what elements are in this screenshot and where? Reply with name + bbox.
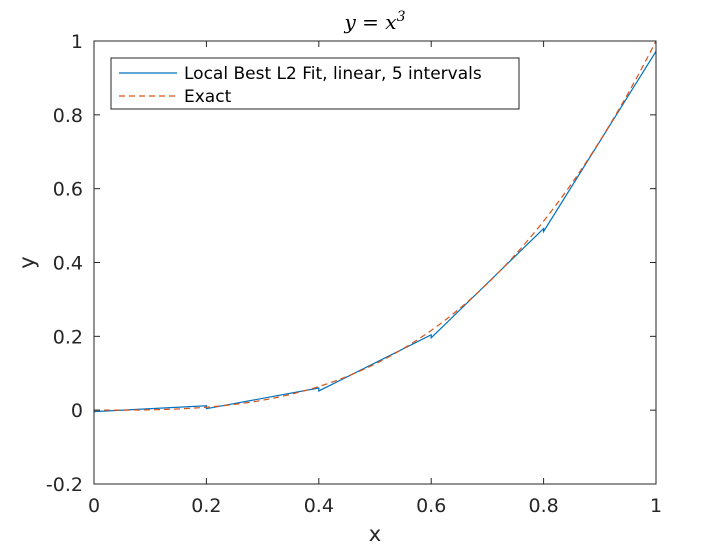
y-tick-label: 0.4 [53, 253, 83, 275]
y-tick-label: 1 [71, 31, 83, 53]
x-tick-label: 1 [650, 495, 662, 517]
x-tick-label: 0.8 [528, 495, 558, 517]
legend-entry-label: Exact [184, 87, 232, 107]
chart-title: y = x3 [344, 9, 406, 34]
y-tick-label: 0 [71, 400, 83, 422]
plot-area [94, 41, 656, 484]
y-tick-label: 0.2 [53, 326, 83, 348]
x-tick-label: 0.6 [416, 495, 446, 517]
legend-entry-label: Local Best L2 Fit, linear, 5 intervals [184, 64, 482, 84]
legend: Local Best L2 Fit, linear, 5 intervals Ex… [110, 57, 520, 110]
x-tick-label: 0.4 [304, 495, 334, 517]
title-superscript: 3 [397, 9, 406, 25]
x-axis-label: x [369, 522, 381, 544]
plot-background [94, 41, 656, 484]
y-axis-label: y [15, 256, 39, 268]
y-tick-label: -0.2 [46, 474, 83, 496]
x-tick-label: 0.2 [191, 495, 221, 517]
y-tick-label: 0.6 [53, 179, 83, 201]
series-line-exact [94, 41, 656, 411]
series-layer [94, 41, 656, 413]
legend-box [110, 57, 520, 110]
title-main: y = x [344, 10, 397, 34]
y-tick-label: 0.8 [53, 105, 83, 127]
ticks-layer: 0 0.2 0.4 0.6 0.8 1-0.200.20.40.60.81 [46, 31, 662, 517]
x-tick-label: 0 [88, 495, 100, 517]
